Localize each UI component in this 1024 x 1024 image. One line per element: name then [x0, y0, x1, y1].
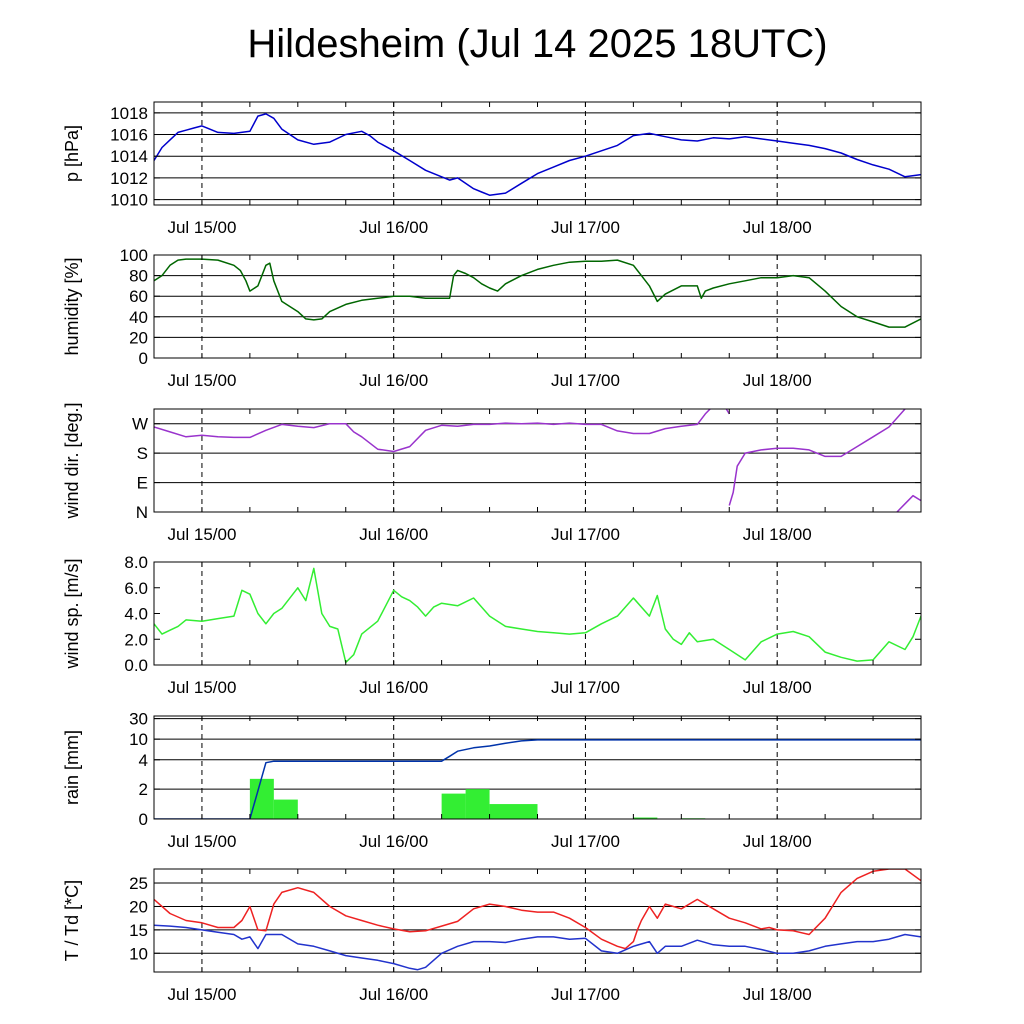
x-tick-label: Jul 15/00 — [167, 371, 236, 390]
y-tick-label: 6.0 — [124, 579, 148, 598]
y-axis-label: rain [mm] — [62, 730, 82, 805]
panel-4: 0.0 2.0 4.0 6.0 8.0 Jul 15/00 Jul 16/00 Jul 17/… — [62, 553, 922, 697]
y-tick-label: S — [137, 444, 148, 463]
y-tick-label: 80 — [129, 267, 148, 286]
y-tick-label: 4.0 — [124, 605, 148, 624]
cumulative-rain-line — [154, 739, 921, 819]
plot-area — [154, 739, 921, 819]
y-tick-label: 25 — [129, 874, 148, 893]
x-tick-label: Jul 17/00 — [551, 678, 620, 697]
x-tick-label: Jul 18/00 — [743, 678, 812, 697]
x-tick-label: Jul 16/00 — [359, 985, 428, 1004]
rain-bar — [465, 789, 490, 819]
panel-6: 10 15 20 25 Jul 15/00 Jul 16/00 Jul 17/00 Jul 1… — [62, 868, 922, 1004]
x-tick-label: Jul 18/00 — [743, 832, 812, 851]
y-tick-label: 20 — [129, 897, 148, 916]
y-tick-label: 20 — [129, 328, 148, 347]
y-tick-label: 30 — [129, 710, 148, 729]
y-tick-label: 0.0 — [124, 656, 148, 675]
x-tick-label: Jul 18/00 — [743, 985, 812, 1004]
y-tick-label: E — [137, 474, 148, 493]
y-tick-label: 4 — [139, 751, 148, 770]
plot-frame — [153, 254, 922, 359]
y-tick-label: 15 — [129, 921, 148, 940]
y-tick-label: 2.0 — [124, 630, 148, 649]
x-tick-label: Jul 17/00 — [551, 985, 620, 1004]
plot-area — [154, 869, 921, 971]
y-tick-label: 1016 — [110, 126, 148, 145]
rain-bar — [441, 793, 466, 819]
plot-area — [154, 113, 921, 196]
y-axis-label: p [hPa] — [62, 125, 82, 182]
series-line — [154, 113, 921, 196]
plot-area — [154, 258, 921, 328]
rain-bar — [489, 804, 538, 819]
x-tick-label: Jul 17/00 — [551, 832, 620, 851]
y-tick-label: 1010 — [110, 191, 148, 210]
plot-frame — [153, 561, 922, 666]
y-tick-label: 8.0 — [124, 553, 148, 572]
series-line — [896, 494, 921, 512]
series-line — [154, 409, 730, 453]
series-line — [154, 567, 921, 664]
x-tick-label: Jul 15/00 — [167, 985, 236, 1004]
x-tick-label: Jul 16/00 — [359, 218, 428, 237]
chart-title: Hildesheim (Jul 14 2025 18UTC) — [247, 22, 828, 66]
series-line — [154, 258, 921, 328]
y-tick-label: 0 — [139, 349, 148, 368]
plot-area — [154, 409, 921, 512]
y-tick-label: W — [132, 415, 148, 434]
rain-bar — [273, 799, 298, 819]
y-tick-label: 10 — [129, 944, 148, 963]
y-axis-label: wind sp. [m/s] — [62, 558, 82, 669]
y-tick-label: N — [136, 503, 148, 522]
y-tick-label: 100 — [120, 246, 148, 265]
series-line — [728, 409, 906, 506]
x-tick-label: Jul 18/00 — [743, 371, 812, 390]
y-tick-label: 2 — [139, 780, 148, 799]
x-tick-label: Jul 17/00 — [551, 218, 620, 237]
plot-area — [154, 567, 921, 664]
y-axis-label: wind dir. [deg.] — [62, 402, 82, 519]
x-tick-label: Jul 17/00 — [551, 525, 620, 544]
y-axis-label: humidity [%] — [62, 257, 82, 355]
series-line — [154, 924, 921, 971]
x-tick-label: Jul 16/00 — [359, 832, 428, 851]
y-tick-label: 40 — [129, 308, 148, 327]
x-tick-label: Jul 18/00 — [743, 525, 812, 544]
y-tick-label: 1018 — [110, 104, 148, 123]
x-tick-label: Jul 15/00 — [167, 678, 236, 697]
plot-frame — [153, 101, 922, 206]
x-tick-label: Jul 15/00 — [167, 832, 236, 851]
rain-bar — [249, 778, 274, 819]
y-tick-label: 0 — [139, 810, 148, 829]
x-tick-label: Jul 16/00 — [359, 678, 428, 697]
y-tick-label: 1014 — [110, 147, 148, 166]
x-tick-label: Jul 16/00 — [359, 371, 428, 390]
plot-frame — [153, 408, 922, 513]
x-tick-label: Jul 16/00 — [359, 525, 428, 544]
panel-1: 1010 1012 1014 1016 1018 Jul 15/00 Jul 16/00 Ju… — [62, 101, 922, 237]
x-tick-label: Jul 15/00 — [167, 525, 236, 544]
y-axis-label: T / Td [*C] — [62, 880, 82, 961]
rain-bar — [633, 817, 658, 819]
y-tick-label: 10 — [129, 730, 148, 749]
x-tick-label: Jul 17/00 — [551, 371, 620, 390]
y-tick-label: 1012 — [110, 169, 148, 188]
y-tick-label: 60 — [129, 287, 148, 306]
x-tick-label: Jul 15/00 — [167, 218, 236, 237]
series-line — [154, 869, 921, 950]
x-tick-label: Jul 18/00 — [743, 218, 812, 237]
